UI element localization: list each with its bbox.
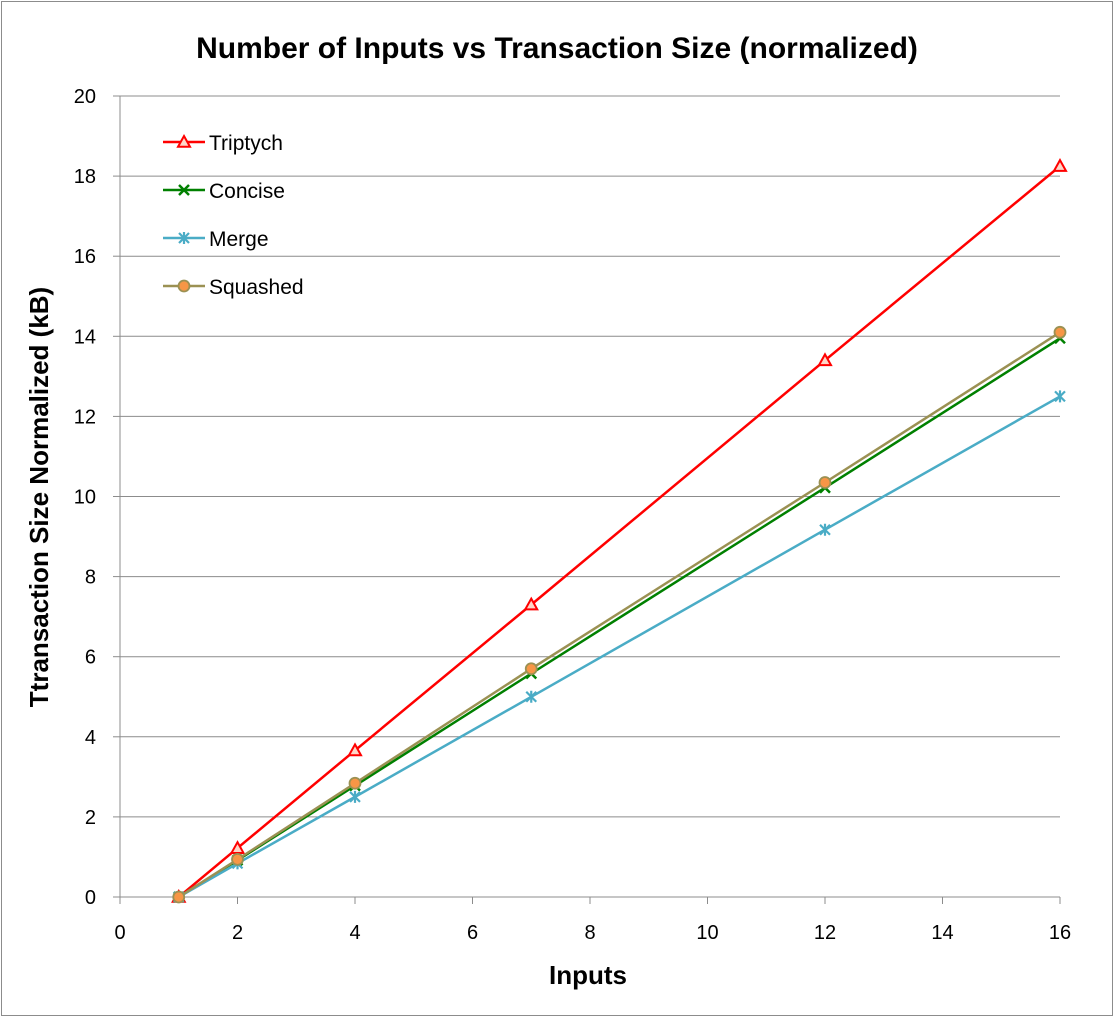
legend-item-merge: Merge [163, 228, 269, 251]
data-point [231, 852, 244, 866]
series-triptych [171, 158, 1068, 903]
data-point [1052, 158, 1068, 172]
legend: Triptych Concise Merge Squashed [163, 132, 304, 299]
x-tick-label: 4 [349, 922, 360, 944]
y-tick-label: 6 [85, 647, 96, 669]
data-point [525, 690, 538, 703]
x-tick-label: 12 [814, 922, 836, 944]
data-point [1053, 325, 1067, 339]
x-tick-label: 16 [1049, 922, 1071, 944]
series-merge [172, 390, 1066, 903]
x-axis-label: Inputs [549, 960, 627, 990]
y-axis-label: Ttransaction Size Normalized (kB) [24, 287, 54, 707]
x-tick-label: 0 [114, 922, 125, 944]
data-point [817, 352, 833, 367]
y-tick-label: 12 [74, 406, 96, 428]
chart-title: Number of Inputs vs Transaction Size (no… [196, 32, 918, 65]
legend-item-triptych: Triptych [163, 132, 283, 155]
legend-item-squashed: Squashed [163, 276, 304, 299]
y-tick-label: 16 [74, 246, 96, 268]
data-point [818, 476, 832, 489]
series-line [178, 331, 1061, 899]
legend-swatch-marker [177, 279, 191, 293]
axes [113, 95, 1061, 904]
x-tick-label: 6 [467, 922, 478, 944]
legend-label: Squashed [209, 276, 304, 299]
data-point [348, 776, 362, 790]
legend-swatch-marker [178, 232, 190, 244]
legend-swatch-marker [176, 133, 192, 148]
x-tick-label: 10 [696, 922, 718, 944]
data-point [1054, 390, 1066, 403]
y-tick-label: 2 [85, 807, 96, 829]
y-tick-label: 4 [85, 727, 96, 749]
data-point [172, 890, 186, 904]
legend-label: Merge [209, 228, 269, 251]
y-tick-label: 18 [74, 166, 96, 188]
series-squashed [172, 325, 1067, 904]
data-point [819, 523, 831, 536]
data-point [349, 790, 361, 803]
gridlines [120, 95, 1060, 818]
y-tick-label: 10 [74, 487, 96, 509]
series-line [178, 395, 1061, 899]
data-point [524, 662, 538, 676]
legend-swatch-marker [178, 184, 190, 196]
y-tick-label: 8 [85, 567, 96, 589]
marker-stroke [178, 184, 190, 196]
series-line [177, 165, 1061, 898]
legend-label: Triptych [209, 132, 283, 155]
y-tick-label: 20 [74, 86, 96, 108]
data-point [523, 596, 539, 611]
data-point [347, 742, 363, 757]
y-tick-label: 14 [74, 326, 96, 348]
x-tick-label: 2 [232, 922, 243, 944]
x-tick-label: 14 [931, 922, 953, 944]
data-point [229, 840, 246, 854]
series-lines [171, 158, 1068, 904]
tick-labels: 0 2 4 6 8 10 12 14 16 18 20 0 2 4 6 8 10 12 14 16 [74, 86, 1071, 944]
legend-label: Concise [209, 180, 285, 203]
legend-item-concise: Concise [163, 180, 285, 203]
x-tick-label: 8 [584, 922, 595, 944]
y-tick-label: 0 [85, 887, 96, 909]
